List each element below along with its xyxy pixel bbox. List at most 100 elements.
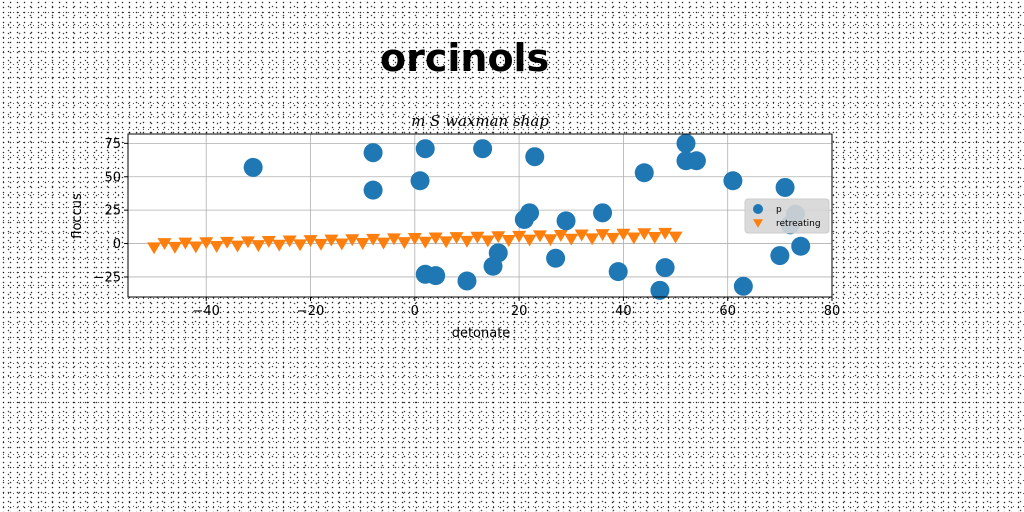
retreating-point <box>220 236 235 249</box>
retreating-point <box>626 232 641 245</box>
p-point <box>723 171 743 191</box>
retreating-point <box>240 236 255 249</box>
p-point <box>775 177 795 197</box>
retreating-point <box>261 235 276 248</box>
retreating-point <box>564 233 579 246</box>
x-tick-label: 20 <box>511 304 528 319</box>
p-point <box>686 151 706 171</box>
retreating-point <box>397 237 412 250</box>
retreating-point <box>167 241 182 254</box>
retreating-point <box>366 233 381 246</box>
plot-border <box>127 133 833 298</box>
retreating-point <box>637 228 652 241</box>
retreating-point <box>157 238 172 251</box>
retreating-point <box>272 239 287 252</box>
p-point <box>410 171 430 191</box>
p-point <box>415 139 435 159</box>
retreating-point <box>209 241 224 253</box>
retreating-point <box>449 232 464 245</box>
p-point <box>634 163 654 183</box>
retreating-point <box>470 231 485 244</box>
retreating-point <box>386 233 401 246</box>
legend-label-p: p <box>776 205 782 215</box>
p-point <box>488 243 508 263</box>
retreating-point <box>522 234 537 247</box>
retreating-point <box>407 232 422 245</box>
retreating-point <box>282 235 297 248</box>
retreating-point <box>595 229 610 242</box>
data-points <box>147 133 811 300</box>
p-point <box>650 280 670 300</box>
y-axis-label: floccus <box>70 193 85 239</box>
retreating-point <box>459 235 474 248</box>
retreating-point <box>491 231 506 244</box>
y-tick-label: 25 <box>104 204 121 219</box>
retreating-point <box>553 229 568 242</box>
retreating-point <box>345 234 360 247</box>
retreating-point <box>303 235 318 248</box>
x-axis-label: detonate <box>452 326 511 341</box>
retreating-point <box>334 238 349 251</box>
retreating-point <box>616 228 631 241</box>
x-tick-label: −40 <box>193 304 220 319</box>
p-point <box>791 236 811 256</box>
p-point <box>426 266 446 286</box>
p-point <box>733 276 753 296</box>
x-axis-ticks: −40 −20 0 20 40 60 80 <box>193 297 841 319</box>
p-point <box>593 203 613 223</box>
retreating-point <box>512 230 527 243</box>
retreating-point <box>355 238 370 250</box>
x-tick-label: 0 <box>411 304 419 319</box>
retreating-point <box>376 237 391 250</box>
p-point <box>457 271 477 291</box>
x-tick-label: 60 <box>719 304 736 319</box>
x-tick-label: −20 <box>297 304 324 319</box>
retreating-point <box>230 240 245 253</box>
x-tick-label: 40 <box>615 304 632 319</box>
p-point <box>473 139 493 159</box>
legend-label-retreating: retreating <box>776 219 821 229</box>
retreating-point <box>574 229 589 242</box>
retreating-point <box>501 235 516 247</box>
retreating-point <box>480 235 495 248</box>
y-axis-ticks: −25 0 25 50 75 <box>94 137 128 285</box>
retreating-point <box>668 231 683 244</box>
retreating-point <box>439 236 454 249</box>
p-point <box>556 211 576 231</box>
p-point <box>525 147 545 167</box>
legend-box <box>744 198 830 234</box>
p-point <box>520 203 540 223</box>
p-point <box>243 157 263 177</box>
legend: p retreating <box>744 198 830 234</box>
x-tick-label: 80 <box>824 304 841 319</box>
retreating-point <box>532 230 547 243</box>
plot-area <box>128 134 832 297</box>
retreating-point <box>605 232 620 245</box>
p-point <box>655 258 675 278</box>
p-point <box>363 180 383 200</box>
p-point <box>608 262 628 282</box>
p-point <box>363 143 383 163</box>
retreating-point <box>418 236 433 249</box>
retreating-point <box>293 239 308 252</box>
y-tick-label: 75 <box>104 137 121 152</box>
y-tick-label: −25 <box>94 270 121 285</box>
retreating-point <box>658 227 673 240</box>
p-point <box>770 246 790 266</box>
chart-title: m S waxman shap <box>411 112 549 130</box>
retreating-point <box>251 240 266 253</box>
retreating-point <box>199 237 214 250</box>
y-tick-label: 0 <box>113 237 121 252</box>
y-tick-label: 50 <box>104 170 121 185</box>
retreating-point <box>178 237 193 250</box>
retreating-point <box>428 232 443 245</box>
retreating-point <box>324 234 339 247</box>
legend-marker-retreating <box>753 219 763 228</box>
retreating-point <box>188 241 203 254</box>
page-title: orcinols <box>380 36 550 80</box>
retreating-point <box>543 234 558 247</box>
p-point <box>546 248 566 268</box>
retreating-point <box>647 232 662 244</box>
p-point <box>676 133 696 153</box>
